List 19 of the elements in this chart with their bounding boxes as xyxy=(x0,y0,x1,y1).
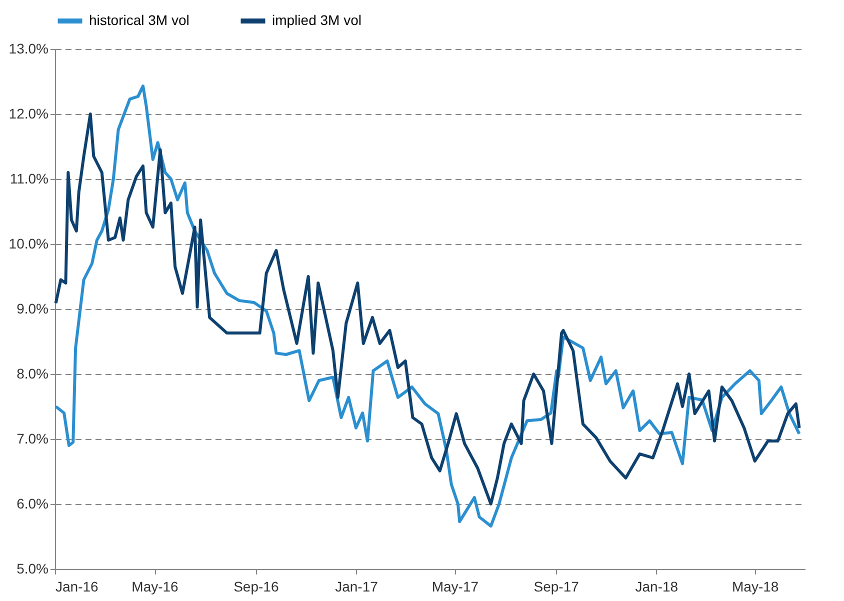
y-tick-label: 9.0% xyxy=(16,300,48,316)
y-tick-label: 6.0% xyxy=(16,496,48,512)
x-tick-label: Sep-17 xyxy=(534,578,580,594)
y-tick-label: 13.0% xyxy=(8,40,48,56)
x-tick-label: May-16 xyxy=(132,578,179,594)
x-tick-label: May-18 xyxy=(732,578,779,594)
y-tick-label: 5.0% xyxy=(16,560,48,576)
x-tick-label: May-17 xyxy=(432,578,479,594)
x-tick-label: Sep-16 xyxy=(234,578,279,594)
legend-label: historical 3M vol xyxy=(89,12,190,28)
x-tick-label: Jan-16 xyxy=(56,578,99,594)
x-tick-label: Jan-18 xyxy=(635,578,678,594)
x-tick-label: Jan-17 xyxy=(335,578,378,594)
y-tick-label: 8.0% xyxy=(16,366,48,382)
y-tick-label: 11.0% xyxy=(10,170,48,186)
y-tick-label: 12.0% xyxy=(8,106,48,122)
legend-label: implied 3M vol xyxy=(272,12,362,28)
y-tick-label: 10.0% xyxy=(8,236,48,252)
y-tick-label: 7.0% xyxy=(16,430,48,446)
